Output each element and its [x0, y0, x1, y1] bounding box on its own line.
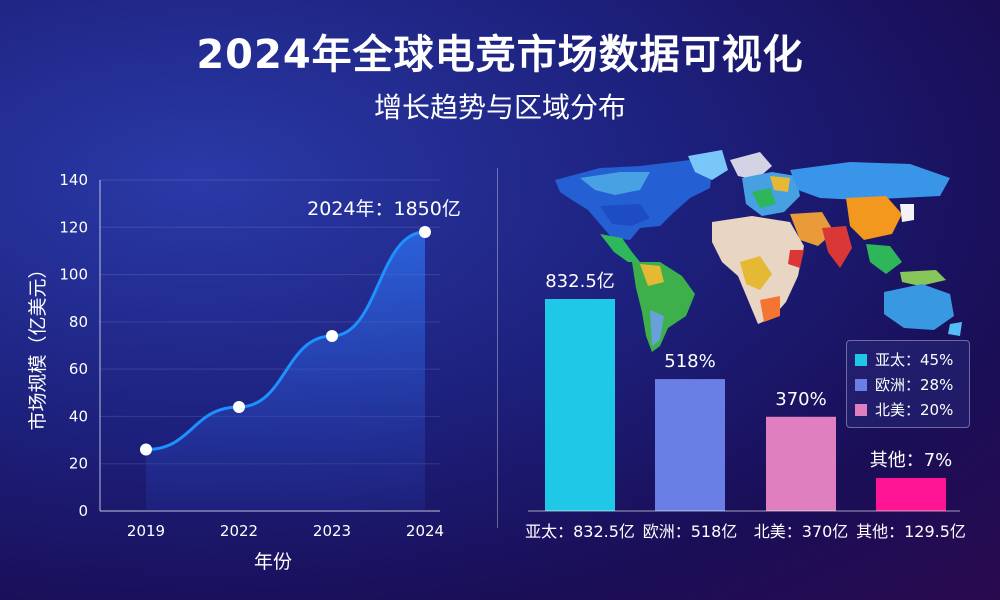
data-point — [140, 443, 152, 456]
x-tick-label: 2019 — [127, 522, 165, 540]
legend-swatch — [855, 353, 867, 366]
legend-item-europe: 欧洲：28% — [855, 372, 961, 397]
bar-data-labels: 832.5亿 518% 370% 其他：7% — [545, 271, 952, 471]
bar-data-label: 370% — [775, 389, 826, 410]
legend-item-asia-pacific: 亚太：45% — [855, 347, 961, 372]
series-line — [145, 230, 426, 452]
x-tick-label: 2023 — [313, 522, 351, 540]
bars — [545, 299, 946, 511]
bar — [655, 379, 725, 511]
x-tick-labels: 2019 2022 2023 2024 — [127, 522, 444, 540]
y-tick-label: 80 — [69, 313, 88, 331]
page-subtitle: 增长趋势与区域分布 — [373, 91, 626, 124]
y-tick-label: 140 — [59, 171, 88, 189]
bar — [545, 299, 615, 511]
x-tick-label: 2022 — [220, 522, 258, 540]
y-tick-label: 120 — [59, 218, 88, 236]
legend-label: 欧洲：28% — [875, 376, 954, 394]
peak-annotation: 2024年：1850亿 — [307, 198, 461, 220]
legend-item-north-america: 北美：20% — [855, 397, 961, 422]
bar-data-label: 832.5亿 — [545, 271, 615, 292]
legend: 亚太：45% 欧洲：28% 北美：20% — [846, 340, 970, 428]
legend-label: 亚太：45% — [875, 351, 954, 369]
x-tick-label: 2024 — [406, 522, 444, 540]
legend-swatch — [855, 403, 867, 416]
line-chart: 0 20 40 60 80 100 120 140 2019 2022 2023 2024 2024… — [27, 171, 461, 573]
y-tick-label: 0 — [78, 502, 88, 520]
y-axis-title: 市场规模（亿美元） — [27, 259, 49, 430]
x-axis-title: 年份 — [254, 551, 292, 573]
data-point — [419, 226, 431, 239]
data-point — [233, 400, 245, 413]
y-tick-labels: 0 20 40 60 80 100 120 140 — [59, 171, 88, 520]
bar-category-label: 其他：129.5亿 — [856, 522, 966, 541]
legend-label: 北美：20% — [875, 401, 954, 419]
data-point — [326, 330, 338, 343]
bar-category-label: 欧洲：518亿 — [643, 522, 738, 541]
bar-data-label: 518% — [664, 351, 715, 372]
page-title: 2024年全球电竞市场数据可视化 — [196, 32, 804, 78]
bar — [876, 478, 946, 511]
bar-category-label: 亚太：832.5亿 — [525, 522, 635, 541]
bar — [766, 416, 836, 511]
data-points — [140, 226, 431, 456]
y-tick-label: 40 — [69, 407, 88, 425]
y-tick-label: 20 — [69, 455, 88, 473]
bar-data-label: 其他：7% — [870, 450, 953, 471]
y-tick-label: 60 — [69, 360, 88, 378]
legend-swatch — [855, 378, 867, 391]
panel-divider — [497, 168, 498, 528]
bar-category-label: 北美：370亿 — [754, 522, 849, 541]
bar-category-labels: 亚太：832.5亿 欧洲：518亿 北美：370亿 其他：129.5亿 — [525, 522, 966, 541]
world-map-image — [555, 150, 962, 352]
y-tick-label: 100 — [59, 266, 88, 284]
